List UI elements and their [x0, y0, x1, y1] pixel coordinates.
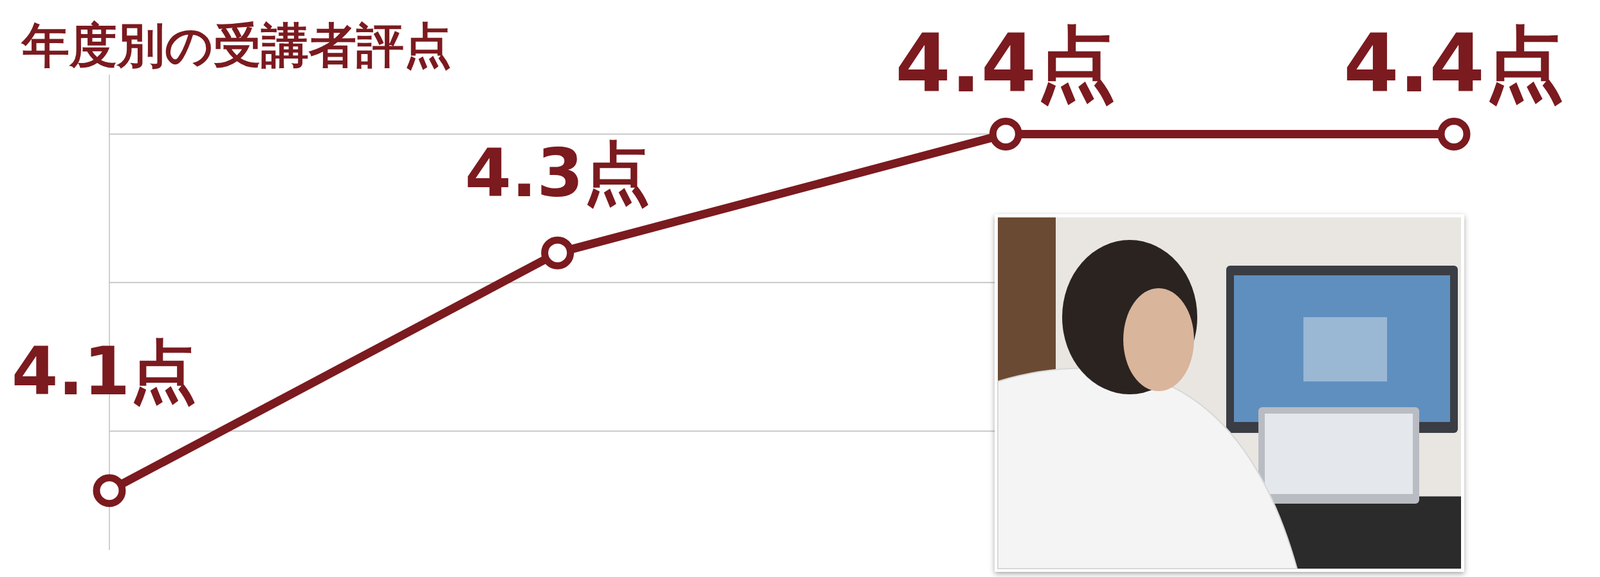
data-line: [109, 133, 1454, 491]
data-point: [96, 478, 123, 504]
data-label: 4.3点: [465, 133, 651, 213]
photo-wall: [997, 217, 1462, 569]
photo-laptop: [1258, 407, 1420, 504]
data-point: [544, 239, 571, 266]
data-label: 4.4点: [894, 17, 1117, 111]
chart-root: 年度別の受講者評点 4.1点 4.3点 4.4点 4.4点: [0, 0, 1600, 577]
data-point: [1441, 120, 1467, 147]
photo-screen: [1233, 275, 1451, 423]
chart-title: 年度別の受講者評点: [20, 17, 452, 73]
photo-video: [1303, 317, 1388, 382]
photo: [994, 214, 1465, 572]
photo-person-head: [1062, 239, 1198, 395]
photo-person-body: [997, 368, 1297, 569]
plot-area: [96, 120, 1467, 504]
photo-person-face: [1123, 288, 1195, 392]
photo-laptop-screen: [1264, 413, 1413, 495]
data-label: 4.4点: [1343, 17, 1565, 111]
data-label: 4.1点: [11, 331, 197, 411]
photo-frame: [994, 214, 1465, 572]
data-point: [992, 120, 1019, 147]
chart-svg: 年度別の受講者評点 4.1点 4.3点 4.4点 4.4点: [0, 0, 1600, 577]
